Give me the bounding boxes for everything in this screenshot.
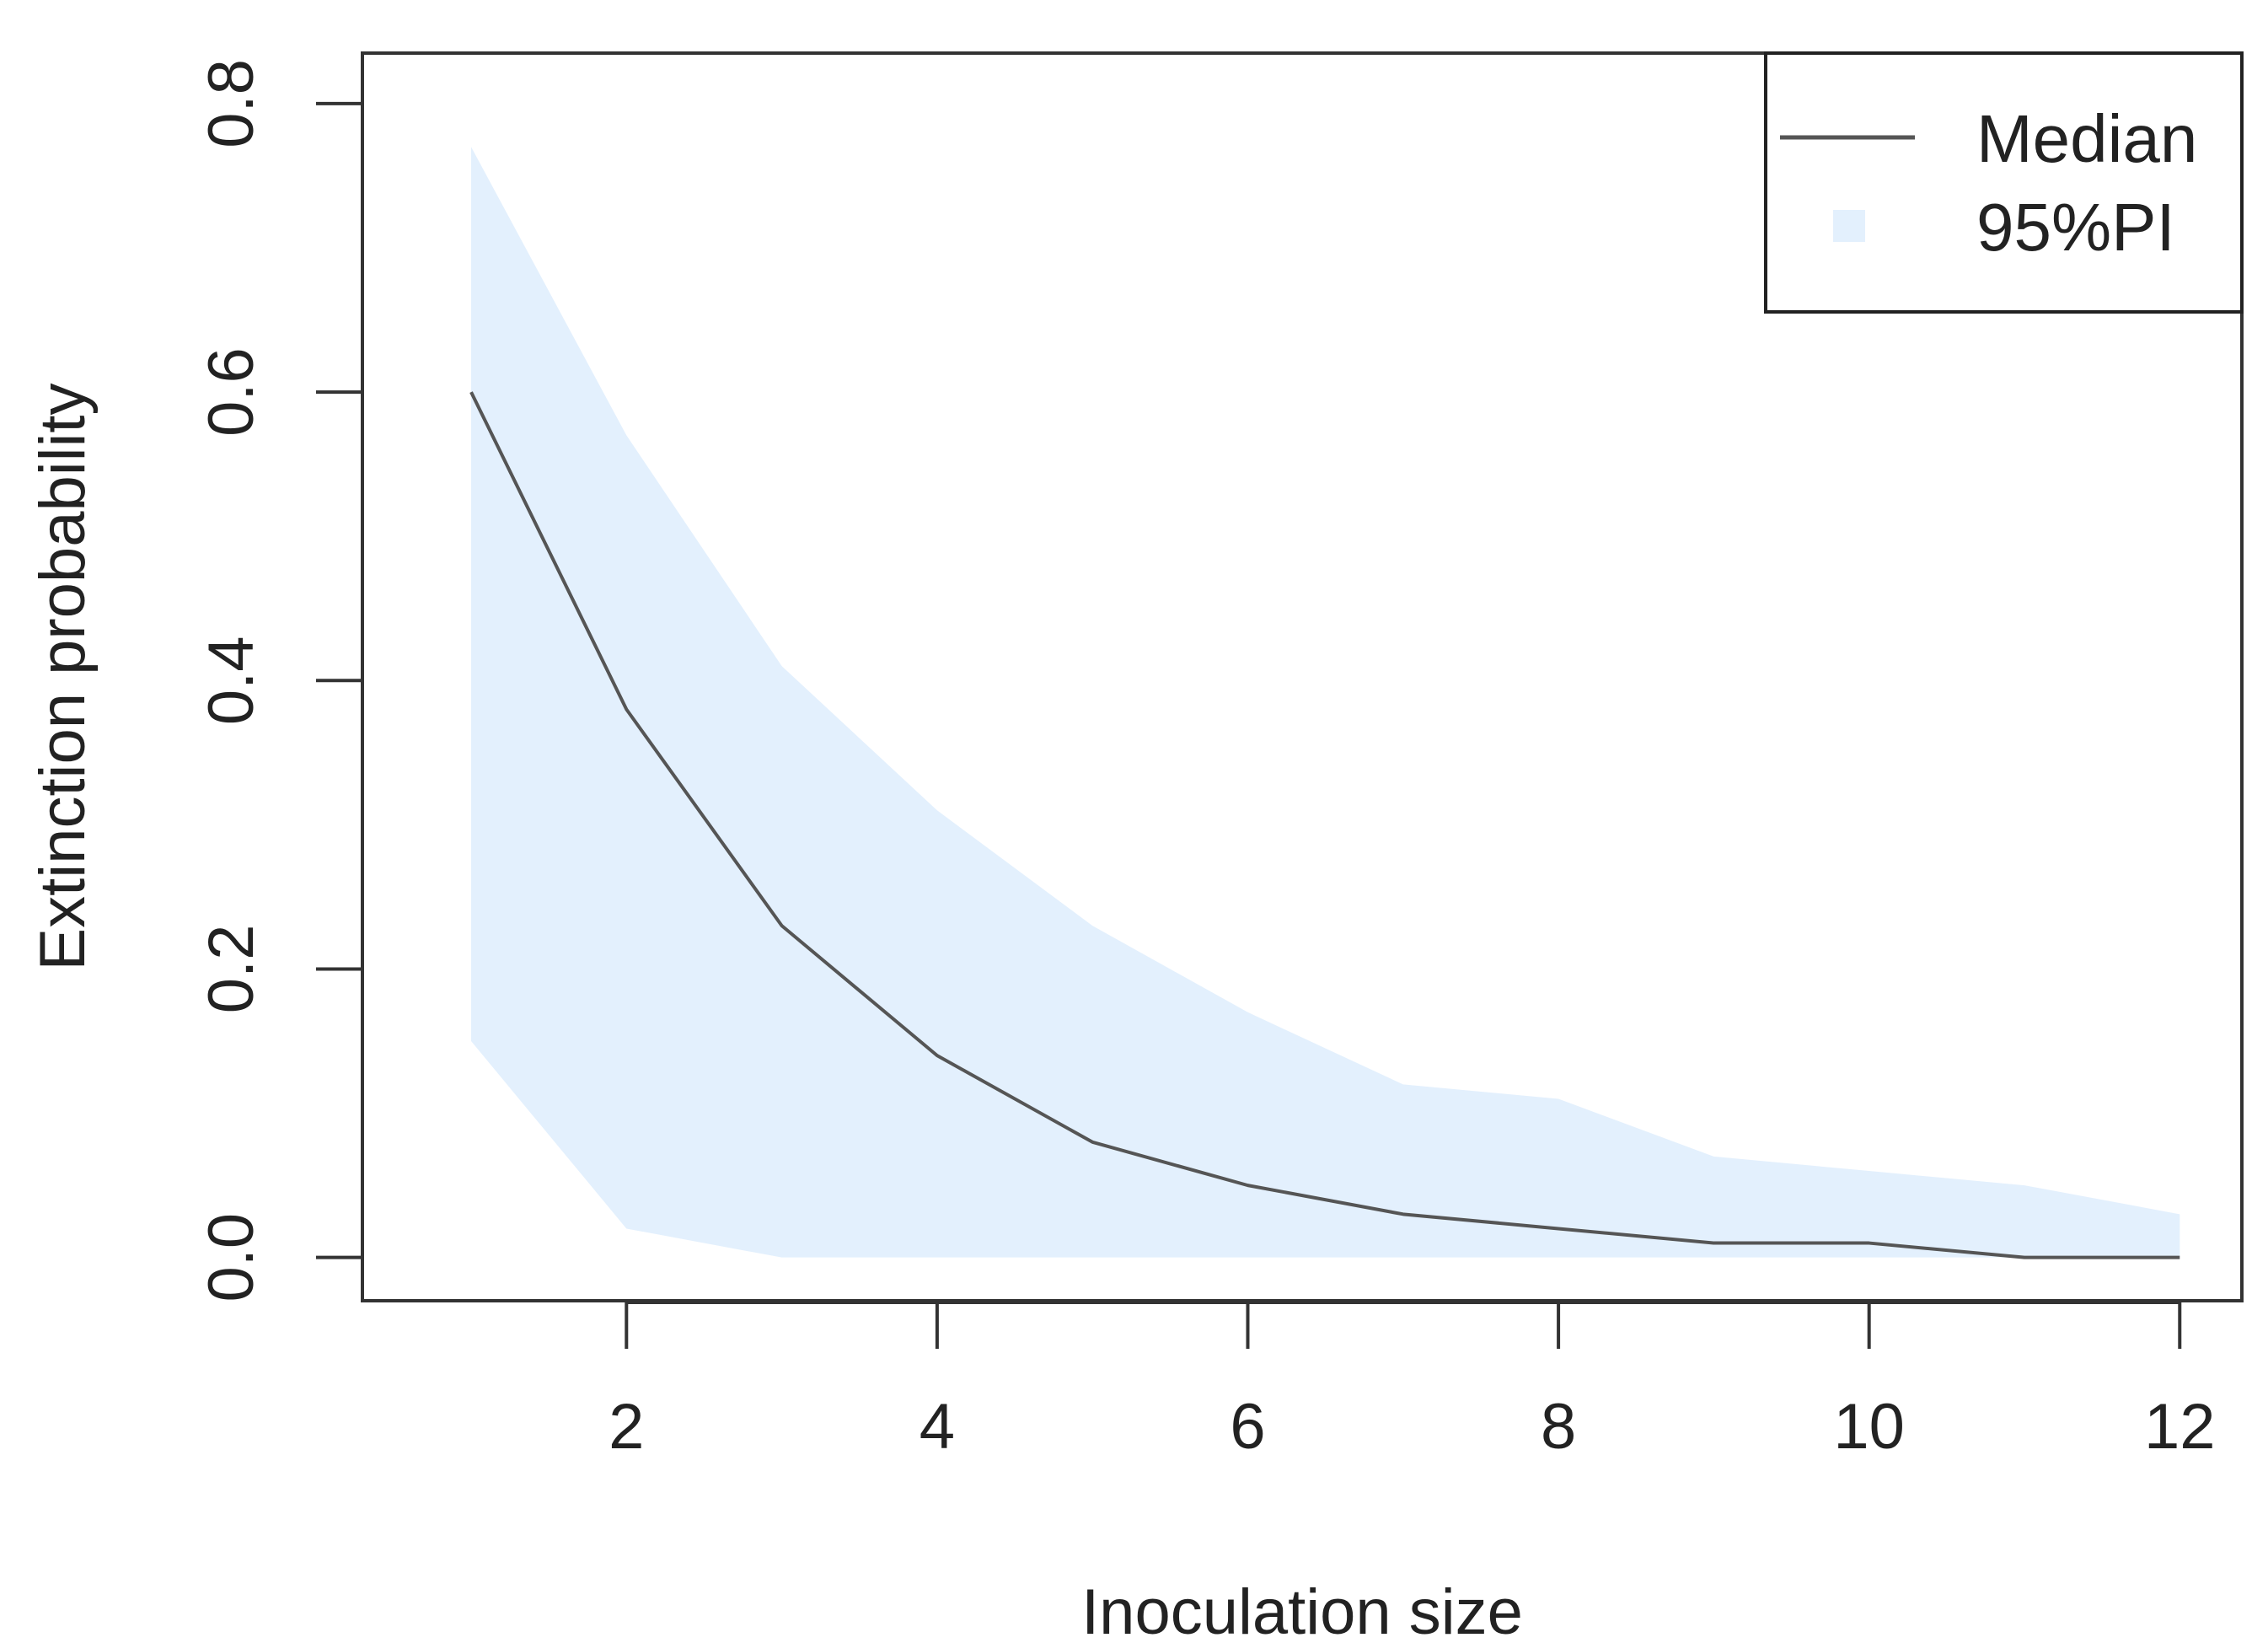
legend-box xyxy=(1764,51,2244,314)
legend-median-label: Median xyxy=(1976,101,2197,176)
x-tick-label: 2 xyxy=(609,1391,644,1463)
x-tick-label: 6 xyxy=(1230,1391,1265,1463)
legend-pi-label: 95%PI xyxy=(1976,190,2175,265)
median-line xyxy=(469,391,2180,1259)
y-axis: 0.0 0.2 0.4 0.6 0.8 xyxy=(196,59,364,1302)
y-tick-label: 0.8 xyxy=(196,59,267,148)
y-axis-title: Extinction probability xyxy=(27,383,99,970)
pi-band xyxy=(471,147,2180,1258)
x-axis-title: Inoculation size xyxy=(1081,1576,1523,1643)
legend: Median 95%PI xyxy=(1764,51,2244,314)
x-tick-label: 4 xyxy=(920,1391,955,1463)
y-tick-label: 0.0 xyxy=(196,1213,267,1302)
legend-pi-swatch xyxy=(1833,210,1865,242)
median-line-layer xyxy=(469,391,2180,1259)
x-tick-label: 8 xyxy=(1541,1391,1576,1463)
y-tick-label: 0.2 xyxy=(196,925,267,1014)
pi-band-layer xyxy=(471,147,2180,1258)
x-axis: 2 4 6 8 10 12 xyxy=(609,1301,2216,1463)
y-tick-label: 0.6 xyxy=(196,347,267,437)
x-tick-label: 12 xyxy=(2144,1391,2216,1463)
x-tick-label: 10 xyxy=(1833,1391,1905,1463)
y-tick-label: 0.4 xyxy=(196,636,267,725)
